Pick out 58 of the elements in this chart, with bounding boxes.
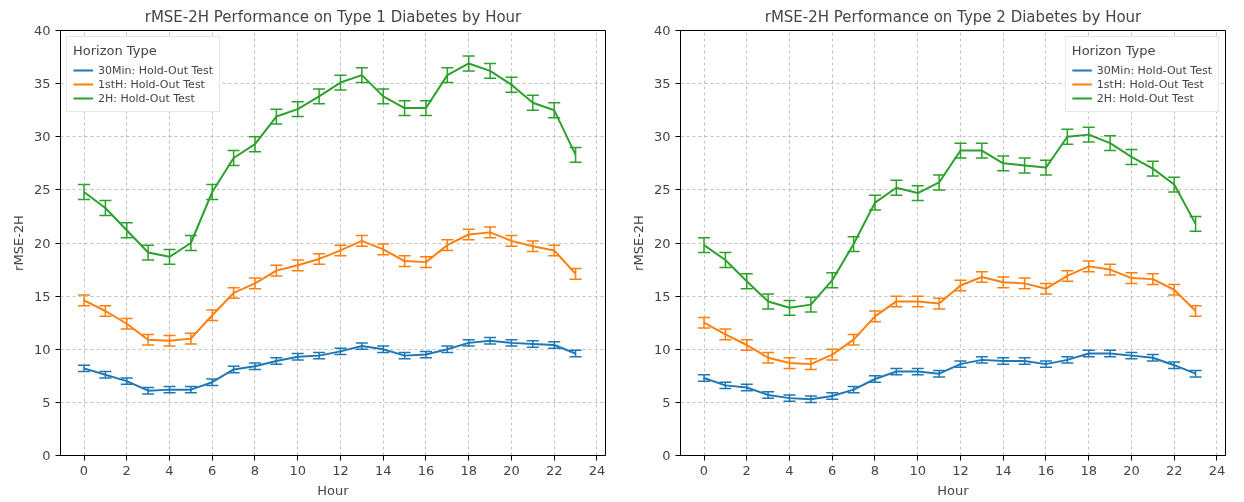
x-axis-title: Hour <box>317 482 350 498</box>
x-tick-label: 14 <box>374 462 392 478</box>
x-axis-title: Hour <box>937 482 970 498</box>
y-tick-label: 30 <box>653 129 671 145</box>
chart-title: rMSE-2H Performance on Type 1 Diabetes by Hour <box>144 7 523 26</box>
x-tick-label: 10 <box>289 462 307 478</box>
x-tick-label: 22 <box>1165 462 1183 478</box>
x-tick-label: 18 <box>460 462 477 478</box>
y-tick-label: 15 <box>33 288 51 304</box>
y-tick-label: 0 <box>662 448 671 463</box>
legend-label: 30Min: Hold-Out Test <box>1096 63 1212 77</box>
y-tick-label: 35 <box>653 76 671 92</box>
x-tick-label: 6 <box>828 462 837 478</box>
legend-label: 30Min: Hold-Out Test <box>98 63 214 77</box>
legend-title: Horizon Type <box>73 43 158 58</box>
y-tick-label: 35 <box>33 76 51 92</box>
x-tick-label: 24 <box>588 462 606 478</box>
y-tick-label: 40 <box>33 23 51 38</box>
x-tick-label: 4 <box>165 462 174 478</box>
x-tick-label: 0 <box>699 462 709 478</box>
legend-label: 1stH: Hold-Out Test <box>1096 77 1204 91</box>
y-tick-label: 25 <box>653 182 671 198</box>
y-axis-title: rMSE-2H <box>10 215 26 271</box>
legend-label: 2H: Hold-Out Test <box>98 91 195 105</box>
y-tick-label: 15 <box>653 288 671 304</box>
legend-label: 1stH: Hold-Out Test <box>98 77 205 91</box>
x-tick-label: 24 <box>1208 462 1226 478</box>
y-tick-label: 10 <box>653 341 671 357</box>
x-tick-label: 12 <box>332 462 349 478</box>
x-tick-label: 22 <box>545 462 563 478</box>
y-tick-label: 20 <box>653 235 671 251</box>
legend-label: 2H: Hold-Out Test <box>1096 91 1194 105</box>
x-tick-label: 2 <box>742 462 751 478</box>
y-tick-label: 5 <box>42 394 51 410</box>
x-tick-label: 12 <box>952 462 969 478</box>
x-tick-label: 18 <box>1080 462 1097 478</box>
y-axis-title: rMSE-2H <box>630 215 646 271</box>
x-tick-label: 4 <box>785 462 794 478</box>
x-tick-label: 16 <box>417 462 435 478</box>
x-tick-label: 6 <box>208 462 217 478</box>
x-tick-label: 16 <box>1037 462 1055 478</box>
x-tick-label: 20 <box>1123 462 1140 478</box>
x-tick-label: 20 <box>503 462 520 478</box>
y-tick-label: 10 <box>33 341 51 357</box>
y-tick-label: 20 <box>33 235 51 251</box>
chart-title: rMSE-2H Performance on Type 2 Diabetes by Hour <box>764 7 1143 26</box>
y-tick-label: 40 <box>653 23 671 38</box>
y-tick-label: 5 <box>662 394 671 410</box>
x-tick-label: 0 <box>79 462 89 478</box>
x-tick-label: 8 <box>250 462 260 478</box>
y-tick-label: 0 <box>42 448 51 463</box>
x-tick-label: 8 <box>870 462 880 478</box>
x-tick-label: 2 <box>122 462 131 478</box>
y-tick-label: 25 <box>33 182 51 198</box>
legend-title: Horizon Type <box>1071 43 1157 58</box>
y-tick-label: 30 <box>33 129 51 145</box>
x-tick-label: 10 <box>909 462 927 478</box>
x-tick-label: 14 <box>994 462 1012 478</box>
